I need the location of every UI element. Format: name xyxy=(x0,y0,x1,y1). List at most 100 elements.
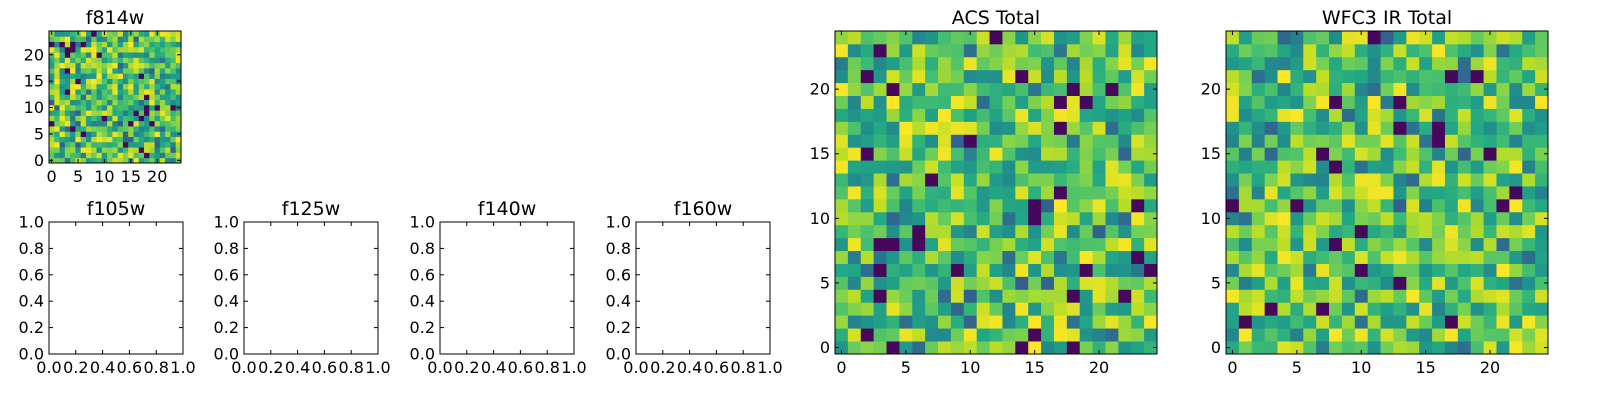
heatmap-cell xyxy=(1226,56,1240,71)
y-tick-label: 0.0 xyxy=(606,345,631,364)
heatmap-cell xyxy=(1367,276,1381,290)
heatmap-cell xyxy=(1053,160,1068,174)
heatmap-cell xyxy=(1522,95,1536,109)
heatmap-cell xyxy=(54,120,60,127)
x-tick-label: 1.0 xyxy=(365,358,390,377)
heatmap-cell xyxy=(1432,237,1446,252)
heatmap-cell xyxy=(938,147,952,161)
heatmap-cell xyxy=(170,131,177,137)
heatmap-cell xyxy=(860,160,875,174)
heatmap-cell xyxy=(1251,186,1266,200)
heatmap-cell xyxy=(1457,328,1472,342)
heatmap-cell xyxy=(1079,186,1093,200)
heatmap-cell xyxy=(1354,328,1369,342)
heatmap-cell xyxy=(70,52,76,58)
heatmap-cell xyxy=(938,173,952,187)
heatmap-cell xyxy=(1535,186,1549,200)
heatmap-cell xyxy=(925,43,939,58)
heatmap-cell xyxy=(1393,289,1407,303)
heatmap-cell xyxy=(1303,95,1317,109)
y-tick-label: 0 xyxy=(820,338,830,357)
heatmap-cell xyxy=(1079,341,1093,355)
heatmap-cell xyxy=(912,43,926,58)
heatmap-cell xyxy=(1251,211,1266,226)
axes-frame xyxy=(635,221,771,355)
heatmap-cell xyxy=(1483,43,1497,58)
heatmap-cell xyxy=(1509,276,1523,290)
heatmap-cell xyxy=(1380,43,1394,58)
heatmap-cell xyxy=(899,186,913,200)
heatmap-cell xyxy=(886,263,900,277)
heatmap-cell xyxy=(950,341,965,355)
heatmap-cell xyxy=(899,315,913,329)
heatmap-cell xyxy=(107,147,113,153)
heatmap-cell xyxy=(1483,328,1497,342)
heatmap-cell xyxy=(1079,56,1093,71)
heatmap-cell xyxy=(1522,108,1536,122)
heatmap-cell xyxy=(70,126,76,132)
heatmap-cell xyxy=(1066,134,1081,148)
heatmap-cell xyxy=(91,136,97,143)
heatmap-cell xyxy=(1329,134,1343,148)
heatmap-cell xyxy=(1470,224,1484,239)
heatmap-cell xyxy=(175,126,182,132)
heatmap-cell xyxy=(835,186,849,200)
heatmap-cell xyxy=(1509,108,1523,122)
heatmap-cell xyxy=(85,46,92,53)
heatmap-cell xyxy=(1028,69,1042,84)
heatmap-cell xyxy=(1092,43,1106,58)
heatmap-cell xyxy=(70,73,76,79)
heatmap-cell xyxy=(950,134,965,148)
heatmap-cell xyxy=(1535,121,1549,135)
heatmap-cell xyxy=(133,89,140,95)
heatmap-cell xyxy=(1264,315,1278,329)
heatmap-cell xyxy=(1041,315,1055,329)
heatmap-cell xyxy=(1131,237,1145,252)
heatmap-cell xyxy=(1406,276,1420,290)
heatmap-cell xyxy=(117,57,124,64)
heatmap-cell xyxy=(1066,95,1081,109)
heatmap-cell xyxy=(989,276,1003,290)
heatmap-cell xyxy=(154,89,161,95)
heatmap-cell xyxy=(138,78,145,85)
heatmap-cell xyxy=(64,147,71,153)
heatmap-cell xyxy=(1015,108,1029,122)
heatmap-cell xyxy=(149,136,155,143)
heatmap-cell xyxy=(138,157,145,164)
heatmap-cell xyxy=(847,250,862,264)
heatmap-cell xyxy=(91,147,97,153)
heatmap-cell xyxy=(1444,134,1459,148)
heatmap-cell xyxy=(1354,237,1369,252)
heatmap-cell xyxy=(122,73,129,79)
heatmap-cell xyxy=(1354,56,1369,71)
heatmap-cell xyxy=(873,108,887,122)
heatmap-cell xyxy=(1522,186,1536,200)
heatmap-cell xyxy=(138,126,145,132)
heatmap-cell xyxy=(1303,134,1317,148)
heatmap-cell xyxy=(154,73,161,79)
heatmap-cell xyxy=(96,152,103,159)
heatmap-cell xyxy=(117,36,124,42)
heatmap-cell xyxy=(128,46,134,53)
heatmap-cell xyxy=(1380,186,1394,200)
heatmap-cell xyxy=(1079,69,1093,84)
heatmap-cell xyxy=(85,110,92,116)
heatmap-cell xyxy=(1419,160,1433,174)
heatmap-cell xyxy=(1290,341,1304,355)
heatmap-cell xyxy=(1419,341,1433,355)
heatmap-cell xyxy=(1316,134,1330,148)
heatmap-cell xyxy=(85,147,92,153)
heatmap-cell xyxy=(1419,56,1433,71)
heatmap-cell xyxy=(107,136,113,143)
heatmap-cell xyxy=(1264,95,1278,109)
heatmap-cell xyxy=(847,56,862,71)
heatmap-cell xyxy=(1251,134,1266,148)
heatmap-cell xyxy=(91,89,97,95)
heatmap-cell xyxy=(1290,134,1304,148)
heatmap-cell xyxy=(1264,328,1278,342)
heatmap-cell xyxy=(1066,31,1081,45)
heatmap-cell xyxy=(1419,224,1433,239)
heatmap-cell xyxy=(1419,276,1433,290)
heatmap-cell xyxy=(1015,250,1029,264)
heatmap-cell xyxy=(1393,82,1407,96)
